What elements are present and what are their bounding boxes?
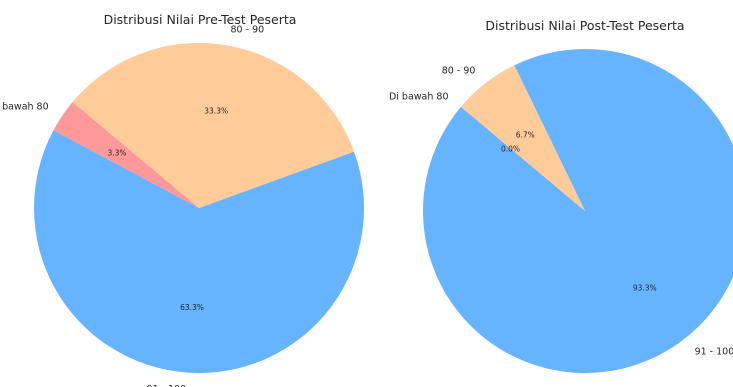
slice-label-post-test-di-bawah-80: Di bawah 80 [389, 91, 449, 102]
chart-title-pre-test: Distribusi Nilai Pre-Test Peserta [104, 12, 297, 27]
slice-label-post-test-91-100: 91 - 100 [695, 347, 733, 358]
pie-chart-pre-test: Distribusi Nilai Pre-Test Peserta Di baw… [0, 12, 365, 387]
pie-slice-post-test-80-90 [460, 65, 585, 211]
pie-slice-pre-test-di-bawah-80 [53, 101, 199, 208]
slice-percent-pre-test-91-100: 63.3% [180, 303, 204, 312]
slice-percent-pre-test-di-bawah-80: 3.3% [107, 149, 126, 158]
pie-slice-pre-test-91-100 [34, 130, 365, 373]
pie-chart-post-test: Distribusi Nilai Post-Test Peserta Di ba… [389, 18, 733, 373]
slice-percent-post-test-80-90: 6.7% [516, 130, 535, 139]
slice-label-pre-test-80-90: 80 - 90 [231, 24, 265, 35]
slice-label-post-test-80-90: 80 - 90 [442, 65, 476, 76]
slice-percent-post-test-di-bawah-80: 0.0% [501, 145, 520, 154]
slice-label-pre-test-di-bawah-80: Di bawah 80 [0, 101, 49, 112]
slice-percent-pre-test-80-90: 33.3% [204, 107, 228, 116]
slice-percent-post-test-91-100: 93.3% [633, 284, 657, 293]
chart-title-post-test: Distribusi Nilai Post-Test Peserta [485, 18, 684, 33]
pie-slice-post-test-91-100 [423, 49, 733, 373]
slice-label-pre-test-91-100: 91 - 100 [146, 384, 186, 387]
pie-slice-pre-test-80-90 [72, 43, 355, 208]
